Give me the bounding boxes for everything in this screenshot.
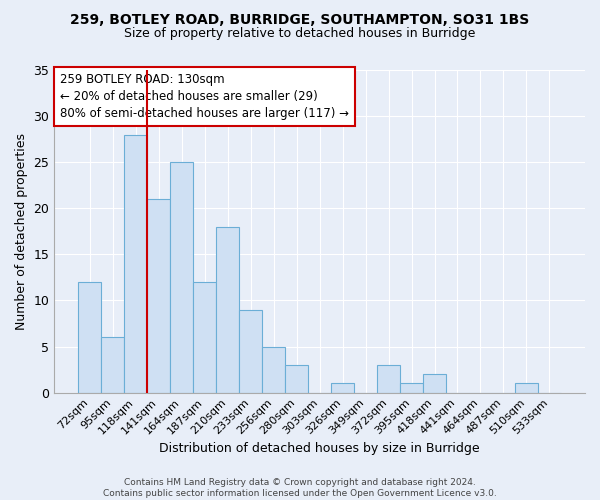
X-axis label: Distribution of detached houses by size in Burridge: Distribution of detached houses by size … <box>160 442 480 455</box>
Bar <box>400 384 423 392</box>
Bar <box>239 310 262 392</box>
Bar <box>285 365 308 392</box>
Bar <box>216 226 239 392</box>
Bar <box>331 384 354 392</box>
Bar <box>193 282 216 393</box>
Text: 259, BOTLEY ROAD, BURRIDGE, SOUTHAMPTON, SO31 1BS: 259, BOTLEY ROAD, BURRIDGE, SOUTHAMPTON,… <box>70 12 530 26</box>
Bar <box>262 346 285 393</box>
Y-axis label: Number of detached properties: Number of detached properties <box>15 133 28 330</box>
Bar <box>423 374 446 392</box>
Bar <box>377 365 400 392</box>
Text: 259 BOTLEY ROAD: 130sqm
← 20% of detached houses are smaller (29)
80% of semi-de: 259 BOTLEY ROAD: 130sqm ← 20% of detache… <box>59 73 349 120</box>
Bar <box>79 282 101 393</box>
Bar <box>170 162 193 392</box>
Text: Contains HM Land Registry data © Crown copyright and database right 2024.
Contai: Contains HM Land Registry data © Crown c… <box>103 478 497 498</box>
Bar <box>101 338 124 392</box>
Bar <box>124 134 148 392</box>
Bar <box>515 384 538 392</box>
Text: Size of property relative to detached houses in Burridge: Size of property relative to detached ho… <box>124 28 476 40</box>
Bar <box>148 199 170 392</box>
